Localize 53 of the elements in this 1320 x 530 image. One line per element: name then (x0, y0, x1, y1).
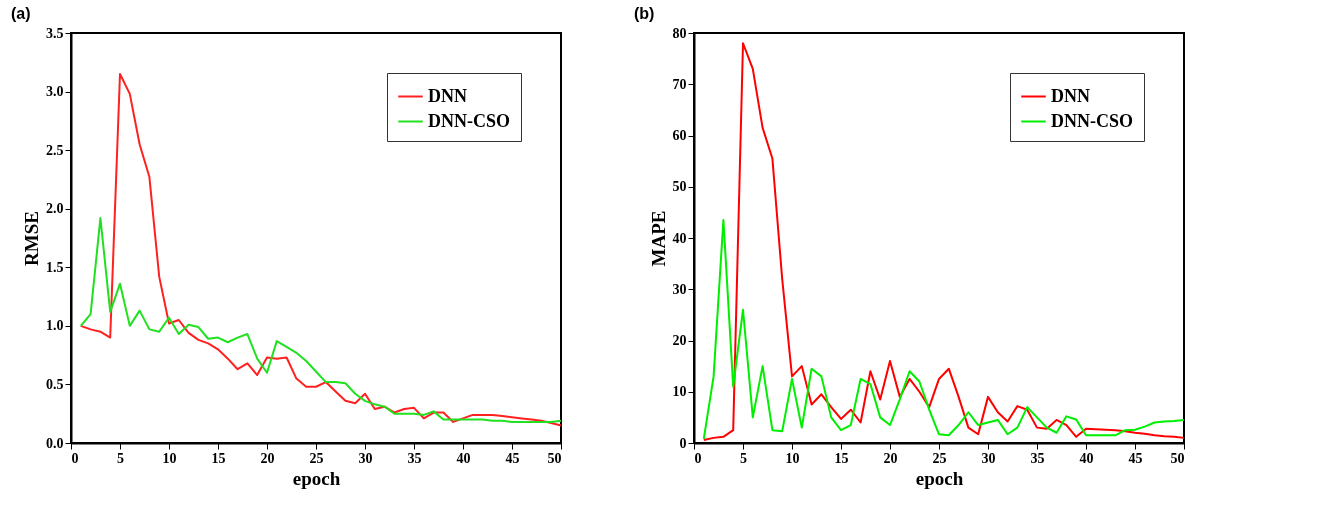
y-tick-label: 10 (672, 384, 687, 400)
x-tick-label: 45 (1128, 450, 1143, 466)
y-tick-label: 20 (672, 333, 687, 348)
y-tick-label: 2.5 (46, 142, 64, 158)
legend-label: DNN (1051, 85, 1090, 106)
x-tick-label: 25 (309, 450, 324, 466)
y-axis-title: MAPE (647, 210, 669, 267)
x-tick-label: 15 (834, 450, 849, 466)
x-tick-label: 5 (740, 450, 747, 466)
x-tick-label: 20 (260, 450, 275, 466)
y-tick-label: 70 (672, 76, 687, 92)
x-tick-label: 30 (981, 450, 996, 466)
x-tick-label: 40 (456, 450, 471, 466)
x-tick-label: 25 (932, 450, 947, 466)
x-tick-label: 5 (117, 450, 124, 466)
line-series (79, 73, 562, 427)
y-tick-label: 50 (672, 179, 687, 195)
x-tick-label: 30 (358, 450, 373, 466)
x-tick-label: 10 (162, 450, 177, 466)
x-tick-label: 0 (71, 450, 79, 466)
y-tick-label: 0.5 (46, 376, 64, 392)
x-tick-label: 45 (505, 450, 520, 466)
x-tick-label: 15 (211, 450, 226, 466)
y-tick-label: 60 (672, 128, 687, 143)
y-tick-label: 2.0 (46, 201, 64, 217)
legend-label: DNN-CSO (1051, 110, 1134, 131)
y-tick-label: 3.0 (46, 84, 64, 100)
x-axis-title: epoch (292, 467, 341, 489)
legend-label: DNN (428, 85, 467, 106)
y-tick-label: 1.0 (46, 318, 64, 334)
y-tick-label: 0.0 (46, 435, 64, 451)
chart-title: (b) (634, 5, 655, 22)
y-axis-title: RMSE (21, 211, 42, 266)
legend-label: DNN-CSO (428, 110, 511, 131)
x-tick-label: 35 (407, 450, 422, 466)
line-series (702, 42, 1185, 441)
y-tick-label: 1.5 (46, 259, 64, 275)
y-tick-label: 0 (679, 435, 687, 451)
y-tick-label: 40 (672, 230, 687, 246)
y-tick-label: 3.5 (46, 25, 64, 41)
y-tick-label: 30 (672, 281, 687, 297)
chart-title: (a) (11, 5, 31, 22)
y-tick-label: 80 (672, 25, 687, 41)
x-tick-label: 10 (785, 450, 800, 466)
line-series (79, 217, 562, 423)
x-tick-label: 20 (883, 450, 898, 466)
x-axis-title: epoch (915, 467, 964, 489)
x-tick-label: 50 (1170, 450, 1185, 466)
x-tick-label: 35 (1030, 450, 1045, 466)
x-tick-label: 40 (1079, 450, 1094, 466)
x-tick-label: 0 (694, 450, 702, 466)
x-tick-label: 50 (547, 450, 562, 466)
line-series (702, 219, 1185, 440)
